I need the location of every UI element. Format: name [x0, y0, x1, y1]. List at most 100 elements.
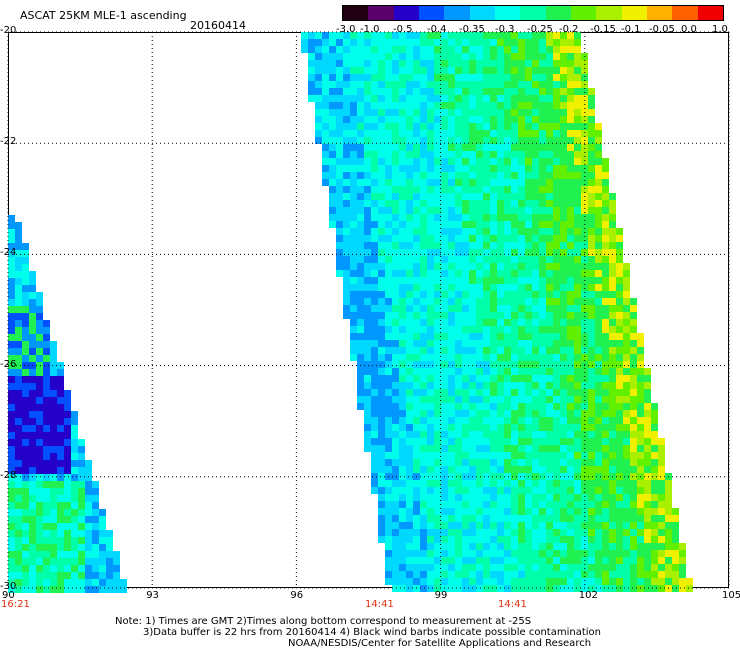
swath-cell [462, 445, 469, 452]
swath-cell [504, 529, 511, 536]
swath-cell [399, 326, 406, 333]
swath-cell [637, 417, 644, 424]
swath-cell [406, 382, 413, 389]
swath-cell [78, 481, 85, 488]
swath-cell [29, 509, 36, 516]
swath-cell [483, 207, 490, 214]
swath-cell [43, 432, 50, 439]
swath-cell [567, 193, 574, 200]
swath-cell [644, 557, 651, 564]
swath-cell [50, 516, 57, 523]
swath-cell [616, 452, 623, 459]
swath-cell [322, 95, 329, 102]
swath-cell [581, 424, 588, 431]
swath-cell [434, 417, 441, 424]
swath-cell [434, 277, 441, 284]
swath-cell [560, 200, 567, 207]
swath-cell [462, 305, 469, 312]
swath-cell [511, 284, 518, 291]
colorbar-tick-label: -1.0 [360, 24, 380, 35]
swath-cell [546, 459, 553, 466]
swath-cell [525, 235, 532, 242]
swath-cell [385, 186, 392, 193]
swath-cell [490, 242, 497, 249]
swath-cell [602, 263, 609, 270]
swath-cell [644, 515, 651, 522]
swath-cell [378, 536, 385, 543]
swath-cell [336, 172, 343, 179]
swath-cell [434, 256, 441, 263]
swath-cell [616, 494, 623, 501]
swath-cell [483, 396, 490, 403]
swath-cell [378, 242, 385, 249]
swath-cell [420, 235, 427, 242]
swath-cell [50, 509, 57, 516]
swath-cell [546, 466, 553, 473]
swath-cell [392, 494, 399, 501]
swath-cell [406, 74, 413, 81]
swath-cell [595, 578, 602, 585]
swath-cell [525, 151, 532, 158]
swath-cell [434, 543, 441, 550]
swath-cell [427, 417, 434, 424]
swath-cell [469, 375, 476, 382]
swath-cell [57, 516, 64, 523]
swath-cell [532, 291, 539, 298]
swath-cell [476, 158, 483, 165]
swath-cell [518, 424, 525, 431]
swath-cell [399, 515, 406, 522]
swath-cell [378, 165, 385, 172]
swath-cell [609, 193, 616, 200]
swath-cell [511, 578, 518, 585]
swath-cell [511, 186, 518, 193]
swath-cell [441, 480, 448, 487]
swath-cell [315, 123, 322, 130]
swath-cell [71, 537, 78, 544]
note-line-2: 3)Data buffer is 22 hrs from 20160414 4)… [143, 627, 601, 638]
swath-cell [567, 522, 574, 529]
swath-cell [350, 46, 357, 53]
swath-cell [322, 74, 329, 81]
swath-cell [385, 151, 392, 158]
swath-cell [539, 396, 546, 403]
swath-cell [364, 81, 371, 88]
swath-cell [364, 305, 371, 312]
swath-cell [595, 242, 602, 249]
swath-cell [385, 67, 392, 74]
swath-cell [406, 186, 413, 193]
swath-cell [511, 515, 518, 522]
swath-cell [441, 270, 448, 277]
swath-cell [399, 305, 406, 312]
swath-cell [364, 88, 371, 95]
swath-cell [609, 522, 616, 529]
swath-cell [644, 389, 651, 396]
swath-cell [476, 354, 483, 361]
swath-cell [644, 536, 651, 543]
swath-cell [546, 326, 553, 333]
swath-cell [406, 529, 413, 536]
swath-cell [371, 151, 378, 158]
swath-cell [378, 494, 385, 501]
swath-cell [57, 390, 64, 397]
swath-cell [560, 179, 567, 186]
swath-cell [574, 123, 581, 130]
swath-cell [364, 67, 371, 74]
swath-cell [448, 277, 455, 284]
swath-cell [448, 361, 455, 368]
swath-cell [497, 501, 504, 508]
swath-cell [581, 438, 588, 445]
swath-cell [588, 158, 595, 165]
swath-cell [392, 116, 399, 123]
swath-cell [357, 382, 364, 389]
swath-cell [441, 137, 448, 144]
swath-cell [623, 347, 630, 354]
swath-cell [483, 515, 490, 522]
swath-cell [399, 123, 406, 130]
swath-cell [357, 81, 364, 88]
swath-cell [427, 431, 434, 438]
swath-cell [476, 480, 483, 487]
swath-cell [560, 312, 567, 319]
swath-cell [378, 109, 385, 116]
swath-cell [15, 362, 22, 369]
swath-cell [420, 228, 427, 235]
